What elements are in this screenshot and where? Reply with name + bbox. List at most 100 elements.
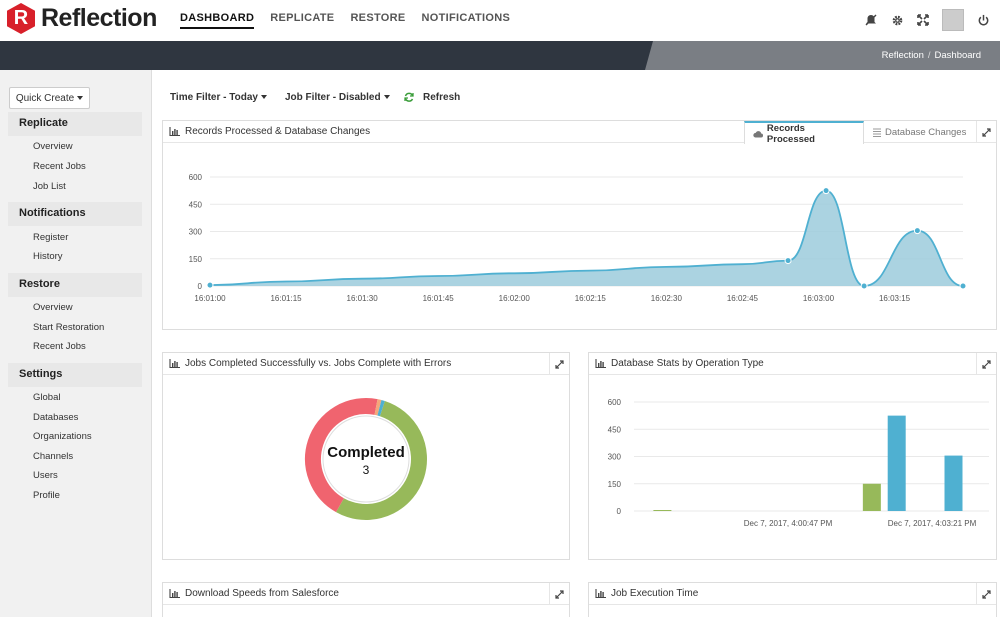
- time-filter-label: Time Filter - Today: [170, 91, 258, 103]
- sidebar: Quick Create Replicate Overview Recent J…: [0, 70, 152, 617]
- records-series-line: [209, 189, 964, 287]
- data-point: [913, 227, 921, 235]
- download-panel-header: Download Speeds from Salesforce: [163, 583, 569, 605]
- logo[interactable]: R Reflection: [7, 3, 157, 34]
- sidebar-item-users[interactable]: Users: [33, 470, 58, 481]
- bar: [653, 510, 672, 511]
- job-filter-dropdown[interactable]: Job Filter - Disabled: [285, 90, 390, 104]
- sidebar-item-profile[interactable]: Profile: [33, 490, 60, 501]
- sidebar-item-history[interactable]: History: [33, 251, 63, 262]
- sidebar-item-replicate-overview[interactable]: Overview: [33, 141, 73, 152]
- y-tick-label: 0: [198, 282, 203, 291]
- sidebar-item-restore-overview[interactable]: Overview: [33, 302, 73, 313]
- y-tick-label: 150: [608, 480, 622, 489]
- nav-restore[interactable]: RESTORE: [350, 12, 406, 24]
- download-panel: Download Speeds from Salesforce: [162, 582, 570, 617]
- bar-chart-icon: [169, 589, 180, 598]
- y-tick-label: 0: [617, 507, 622, 516]
- bar-chart-icon: [595, 359, 606, 368]
- tab-database-changes-label: Database Changes: [885, 126, 967, 138]
- fullscreen-icon[interactable]: [916, 13, 930, 27]
- dbstats-bar-chart: 0 150 300 450 600 Dec 7, 2017, 4:00:47 PM Dec …: [608, 398, 989, 528]
- x-tick-label: 16:02:15: [575, 294, 607, 303]
- breadcrumb: Reflection / Dashboard: [882, 50, 981, 61]
- expand-icon[interactable]: [976, 121, 996, 143]
- sidebar-item-register[interactable]: Register: [33, 232, 69, 243]
- x-tick-label: 16:01:15: [270, 294, 302, 303]
- download-panel-title: Download Speeds from Salesforce: [185, 588, 339, 599]
- jobs-panel-header: Jobs Completed Successfully vs. Jobs Com…: [163, 353, 569, 375]
- exec-panel-header: Job Execution Time: [589, 583, 996, 605]
- y-tick-label: 600: [608, 398, 622, 407]
- refresh-button[interactable]: Refresh: [404, 90, 460, 104]
- nav-replicate[interactable]: REPLICATE: [270, 12, 335, 24]
- breadcrumb-current: Dashboard: [934, 50, 981, 61]
- dbstats-panel-header: Database Stats by Operation Type: [589, 353, 996, 375]
- sidebar-item-replicate-recent-jobs[interactable]: Recent Jobs: [33, 161, 86, 172]
- x-tick-label: 16:02:45: [727, 294, 759, 303]
- x-tick-label: 16:01:30: [347, 294, 379, 303]
- gear-icon[interactable]: [890, 13, 904, 27]
- nav-notifications[interactable]: NOTIFICATIONS: [421, 12, 511, 24]
- x-tick-label: 16:01:00: [194, 294, 226, 303]
- sidebar-item-job-list[interactable]: Job List: [33, 181, 66, 192]
- bar-chart-icon: [595, 589, 606, 598]
- x-tick-label: 16:01:45: [423, 294, 455, 303]
- bar: [862, 483, 881, 511]
- chevron-down-icon: [260, 95, 267, 99]
- power-icon[interactable]: [976, 13, 990, 27]
- donut-center-label: Completed: [327, 444, 405, 461]
- records-panel-title: Records Processed & Database Changes: [185, 126, 371, 137]
- notifications-off-icon[interactable]: [864, 13, 878, 27]
- top-icons: [864, 9, 990, 31]
- data-point: [784, 257, 792, 265]
- sidebar-item-restore-recent-jobs[interactable]: Recent Jobs: [33, 341, 86, 352]
- refresh-icon: [404, 92, 414, 102]
- sidebar-item-databases[interactable]: Databases: [33, 412, 79, 423]
- y-tick-label: 450: [608, 425, 622, 434]
- expand-icon[interactable]: [976, 353, 996, 375]
- records-panel: Records Processed & Database Changes Rec…: [162, 120, 997, 330]
- dbstats-panel-title: Database Stats by Operation Type: [611, 358, 764, 369]
- sidebar-item-organizations[interactable]: Organizations: [33, 431, 92, 442]
- y-tick-label: 450: [189, 200, 203, 209]
- tab-records-processed[interactable]: Records Processed: [744, 121, 864, 145]
- sidebar-item-channels[interactable]: Channels: [33, 451, 74, 462]
- sidebar-section-replicate[interactable]: Replicate: [8, 112, 142, 136]
- dbstats-panel: Database Stats by Operation Type 0 150 300…: [588, 352, 997, 560]
- logo-text: Reflection: [41, 4, 157, 32]
- sidebar-section-settings[interactable]: Settings: [8, 363, 142, 387]
- expand-icon[interactable]: [549, 583, 569, 605]
- breadcrumb-root[interactable]: Reflection: [881, 50, 924, 61]
- x-tick-label: 16:03:00: [803, 294, 835, 303]
- chevron-down-icon: [77, 96, 84, 100]
- main-nav: DASHBOARD REPLICATE RESTORE NOTIFICATION…: [180, 12, 510, 29]
- cloud-icon: [753, 130, 763, 137]
- nav-dashboard[interactable]: DASHBOARD: [180, 12, 255, 29]
- time-filter-dropdown[interactable]: Time Filter - Today: [170, 90, 267, 104]
- data-point: [822, 187, 830, 195]
- top-bar: R Reflection DASHBOARD REPLICATE RESTORE…: [0, 0, 1000, 41]
- quick-create-button[interactable]: Quick Create: [9, 87, 90, 109]
- expand-icon[interactable]: [549, 353, 569, 375]
- avatar[interactable]: [942, 9, 964, 31]
- sidebar-item-start-restoration[interactable]: Start Restoration: [33, 322, 105, 333]
- bar: [887, 415, 906, 511]
- tab-database-changes[interactable]: Database Changes: [865, 121, 975, 143]
- sidebar-item-global[interactable]: Global: [33, 392, 61, 403]
- sidebar-section-restore[interactable]: Restore: [8, 273, 142, 297]
- jobs-panel-title: Jobs Completed Successfully vs. Jobs Com…: [185, 358, 452, 369]
- y-tick-label: 300: [608, 453, 622, 462]
- records-area-chart: 0 150 300 450 600 16:01:00 16:01:15 16:01:30 16:…: [189, 173, 967, 303]
- sidebar-section-notifications[interactable]: Notifications: [8, 202, 142, 226]
- expand-icon[interactable]: [976, 583, 996, 605]
- x-tick-label: 16:02:00: [499, 294, 531, 303]
- x-tick-label: Dec 7, 2017, 4:03:21 PM: [888, 519, 977, 528]
- donut-slice: [305, 398, 427, 520]
- jobs-donut-chart: Completed 3: [305, 398, 427, 520]
- tab-records-processed-label: Records Processed: [766, 122, 815, 145]
- header-strip-accent: [645, 41, 1000, 70]
- chevron-down-icon: [383, 95, 390, 99]
- data-point: [860, 282, 868, 290]
- bar-chart-icon: [169, 127, 180, 136]
